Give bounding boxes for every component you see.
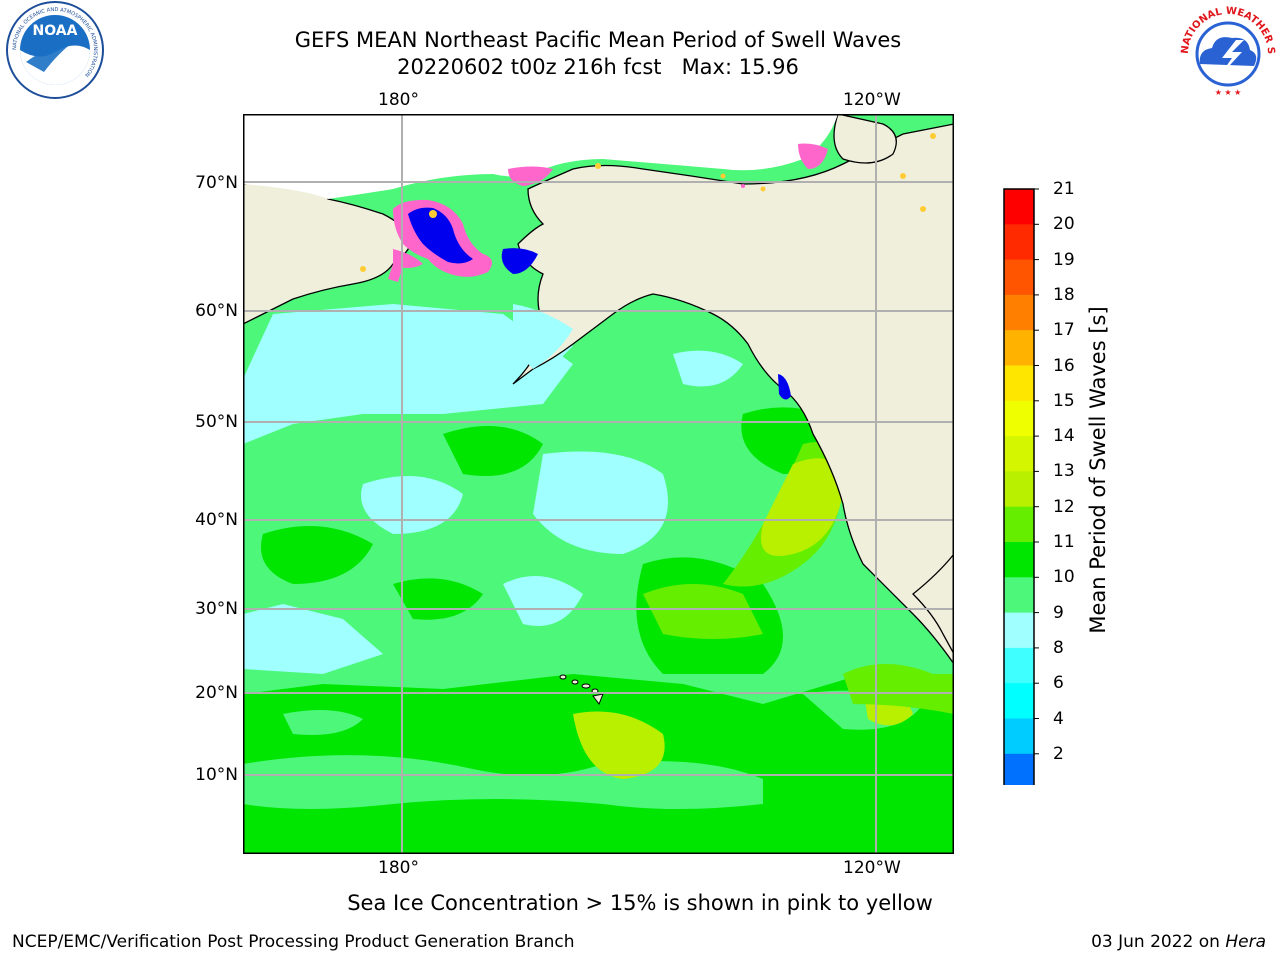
colorbar-block — [1004, 647, 1034, 684]
colorbar-frame — [1003, 188, 1035, 785]
lat-label-40n: 40°N — [195, 510, 238, 530]
colorbar-title: Mean Period of Swell Waves [s] — [1086, 306, 1110, 634]
colorbar-tick-label: 21 — [1053, 179, 1075, 199]
colorbar-block — [1004, 718, 1034, 755]
sea-ice-note: Sea Ice Concentration > 15% is shown in … — [347, 891, 933, 915]
land-baja — [912, 552, 954, 655]
gridlines — [243, 114, 954, 854]
colorbar-block — [1004, 436, 1034, 472]
colorbar-block — [1004, 577, 1034, 614]
lon-label-180-bottom: 180° — [378, 858, 419, 878]
colorbar-tick-label: 4 — [1053, 708, 1064, 729]
colorbar-tick-label: 17 — [1053, 320, 1075, 341]
colorbar-tick-label: 9 — [1053, 602, 1064, 623]
bc-coast-spot — [778, 374, 791, 400]
sea-ice-edges — [360, 133, 936, 282]
swell-period-map — [243, 114, 954, 854]
colorbar-block — [1004, 400, 1034, 437]
title-line-1: GEFS MEAN Northeast Pacific Mean Period … — [294, 28, 902, 52]
colorbar-blocks — [1003, 188, 1039, 785]
nws-logo: NATIONAL WEATHER SERVICE ★ ★ ★ — [1178, 2, 1276, 97]
colorbar-block — [1004, 612, 1034, 649]
colorbar-block — [1004, 683, 1034, 719]
lat-label-20n: 20°N — [195, 683, 238, 703]
colorbar-block — [1004, 542, 1034, 578]
lat-label-10n: 10°N — [195, 765, 238, 785]
colorbar-tick-label: 2 — [1053, 743, 1064, 764]
lat-label-70n: 70°N — [195, 173, 238, 193]
colorbar-block — [1004, 224, 1034, 261]
long-period-regions — [573, 442, 954, 779]
colorbar-tick-label: 15 — [1053, 390, 1075, 411]
colorbar-block — [1004, 259, 1034, 296]
svg-text:★ ★ ★: ★ ★ ★ — [1215, 88, 1242, 97]
gulf-alaska-patch — [513, 304, 573, 369]
colorbar-tick-label: 20 — [1053, 214, 1075, 235]
colorbar-tick-label: 10 — [1053, 567, 1075, 588]
land-arctic-island — [833, 114, 897, 164]
colorbar-block — [1004, 294, 1034, 331]
colorbar — [1003, 188, 1039, 785]
colorbar-block — [1004, 506, 1034, 543]
footer-date: 03 Jun 2022 on Hera — [1091, 932, 1266, 952]
lon-label-120w-top: 120°W — [843, 90, 901, 110]
colorbar-tick-label: 8 — [1053, 637, 1064, 658]
arctic-ocean — [243, 114, 838, 199]
colorbar-block — [1004, 330, 1034, 366]
colorbar-tick-label: 14 — [1053, 426, 1075, 447]
colorbar-tick-label: 16 — [1053, 355, 1075, 376]
colorbar-block — [1004, 365, 1034, 402]
colorbar-tick-label: 18 — [1053, 284, 1075, 305]
lon-label-120w-bottom: 120°W — [843, 858, 901, 878]
map-frame — [243, 114, 954, 854]
colorbar-tick-label: 19 — [1053, 249, 1075, 270]
lon-label-180-top: 180° — [378, 90, 419, 110]
noaa-logo-text: NOAA — [33, 23, 78, 39]
noaa-logo: NOAA NATIONAL OCEANIC AND ATMOSPHERIC AD… — [6, 1, 104, 99]
lat-label-30n: 30°N — [195, 599, 238, 619]
colorbar-block — [1004, 189, 1034, 225]
colorbar-tick-label: 12 — [1053, 496, 1075, 517]
lat-label-60n: 60°N — [195, 301, 238, 321]
title-line-2: 20220602 t00z 216h fcst Max: 15.96 — [397, 55, 799, 79]
colorbar-block — [1004, 753, 1034, 785]
colorbar-tick-label: 13 — [1053, 461, 1075, 482]
lat-label-50n: 50°N — [195, 412, 238, 432]
colorbar-block — [1004, 471, 1034, 508]
colorbar-tick-label: 11 — [1053, 532, 1075, 552]
footer-host: Hera — [1225, 932, 1266, 952]
footer-date-text: 03 Jun 2022 on — [1091, 932, 1220, 952]
footer-branch: NCEP/EMC/Verification Post Processing Pr… — [12, 932, 575, 952]
colorbar-tick-label: 6 — [1053, 673, 1064, 694]
